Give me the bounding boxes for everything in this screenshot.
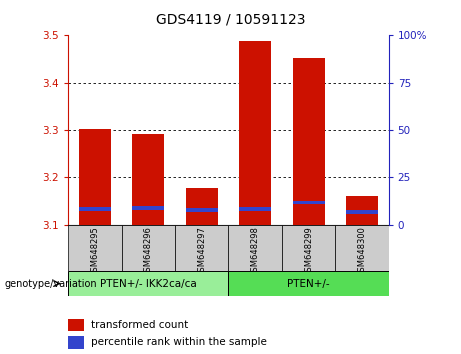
Text: GSM648296: GSM648296: [144, 226, 153, 277]
Bar: [346, 210, 378, 214]
Bar: [229, 225, 282, 271]
Bar: [68, 336, 84, 349]
Text: GSM648300: GSM648300: [357, 226, 366, 277]
Bar: [229, 271, 389, 296]
Bar: [68, 225, 122, 271]
Bar: [132, 135, 164, 225]
Text: GSM648295: GSM648295: [90, 226, 100, 277]
Text: genotype/variation: genotype/variation: [5, 279, 97, 289]
Bar: [68, 319, 84, 331]
Bar: [293, 201, 325, 204]
Bar: [282, 225, 335, 271]
Text: transformed count: transformed count: [91, 320, 188, 330]
Bar: [132, 206, 164, 210]
Bar: [122, 225, 175, 271]
Bar: [79, 129, 111, 225]
Text: GSM648298: GSM648298: [251, 226, 260, 277]
Bar: [239, 207, 271, 211]
Text: PTEN+/- IKK2ca/ca: PTEN+/- IKK2ca/ca: [100, 279, 197, 289]
Text: GDS4119 / 10591123: GDS4119 / 10591123: [156, 12, 305, 27]
Text: GSM648299: GSM648299: [304, 226, 313, 277]
Bar: [186, 188, 218, 225]
Text: percentile rank within the sample: percentile rank within the sample: [91, 337, 266, 348]
Bar: [293, 58, 325, 225]
Text: GSM648297: GSM648297: [197, 226, 206, 277]
Bar: [239, 41, 271, 225]
Bar: [79, 207, 111, 211]
Bar: [175, 225, 229, 271]
Bar: [186, 208, 218, 212]
Bar: [68, 271, 229, 296]
Text: PTEN+/-: PTEN+/-: [287, 279, 330, 289]
Bar: [346, 196, 378, 225]
Bar: [335, 225, 389, 271]
